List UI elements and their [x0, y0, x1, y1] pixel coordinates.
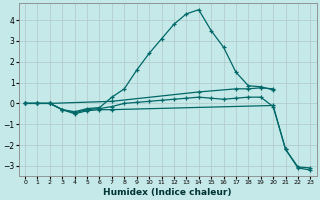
- X-axis label: Humidex (Indice chaleur): Humidex (Indice chaleur): [103, 188, 232, 197]
